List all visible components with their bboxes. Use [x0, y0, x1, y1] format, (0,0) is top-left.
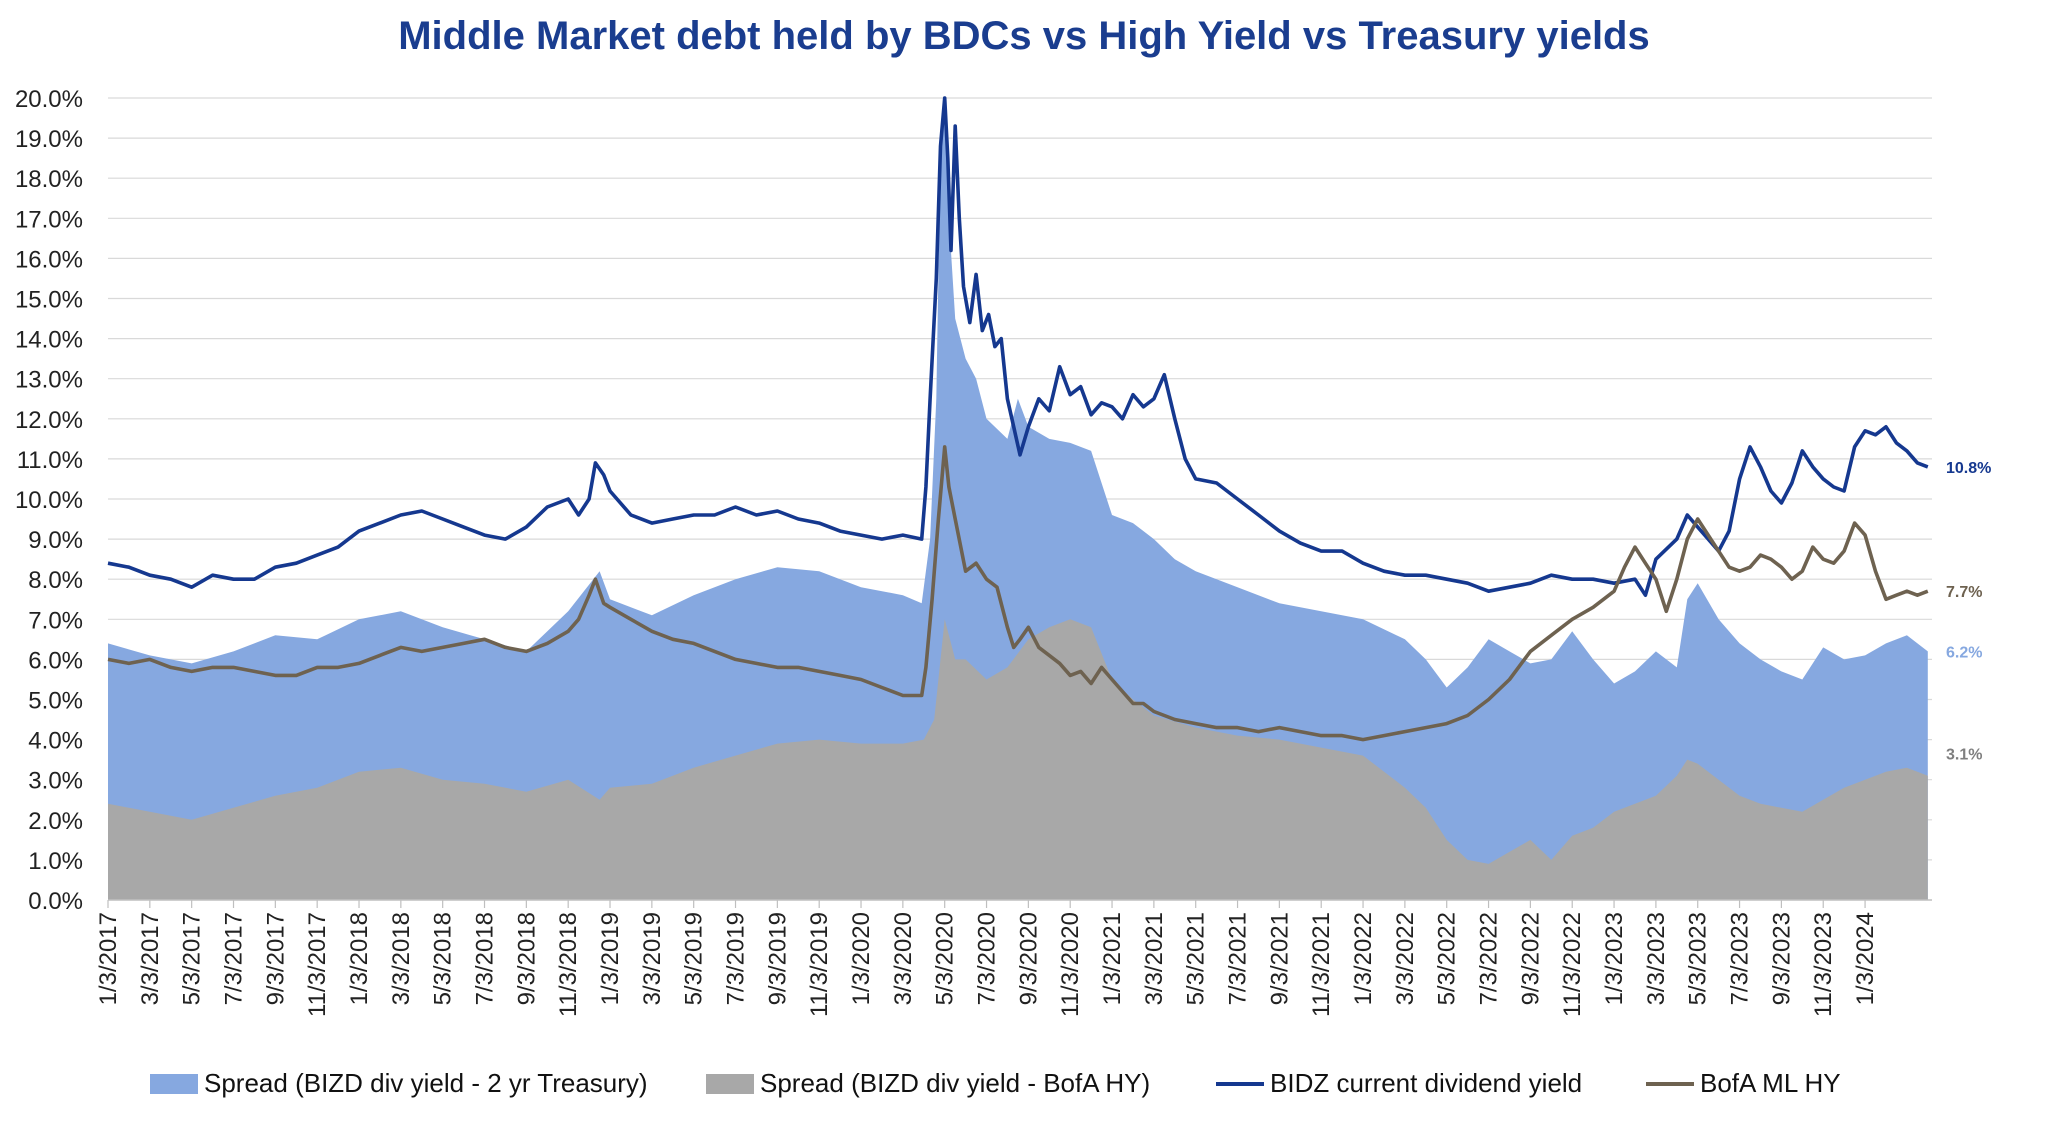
end-label: 3.1%	[1946, 747, 1982, 764]
y-tick-label: 7.0%	[28, 607, 83, 634]
y-tick-label: 20.0%	[15, 86, 83, 113]
x-tick-label: 7/3/2019	[723, 912, 750, 1005]
area-series-0	[108, 106, 1928, 900]
x-tick-label: 7/3/2018	[472, 912, 499, 1005]
y-tick-label: 4.0%	[28, 728, 83, 755]
legend-swatch-bidz	[1216, 1081, 1264, 1086]
legend-item-bidz: BIDZ current dividend yield	[1216, 1068, 1582, 1099]
line-series	[107, 96, 1929, 742]
x-tick-label: 1/3/2019	[597, 912, 624, 1005]
x-tick-label: 1/3/2022	[1350, 912, 1377, 1005]
x-tick-label: 11/3/2020	[1057, 912, 1084, 1017]
line-series-2	[107, 96, 1929, 597]
x-tick-label: 1/3/2021	[1099, 912, 1126, 1005]
y-tick-label: 8.0%	[28, 567, 83, 594]
y-tick-label: 2.0%	[28, 808, 83, 835]
y-tick-label: 18.0%	[15, 166, 83, 193]
legend-swatch-spread-hy	[706, 1073, 754, 1094]
y-tick-label: 14.0%	[15, 327, 83, 354]
y-tick-label: 10.0%	[15, 487, 83, 514]
x-tick-label: 3/3/2023	[1643, 912, 1670, 1005]
x-tick-label: 11/3/2019	[806, 912, 833, 1017]
y-tick-label: 0.0%	[28, 888, 83, 915]
y-tick-label: 11.0%	[17, 447, 83, 474]
x-tick-label: 11/3/2018	[555, 912, 582, 1017]
legend-swatch-spread-treasury	[150, 1073, 198, 1094]
x-tick-label: 5/3/2023	[1685, 912, 1712, 1005]
x-tick-label: 5/3/2022	[1434, 912, 1461, 1005]
legend-item-spread-hy: Spread (BIZD div yield - BofA HY)	[706, 1068, 1150, 1099]
x-tick-label: 5/3/2020	[932, 912, 959, 1005]
x-tick-label: 11/3/2017	[304, 912, 331, 1017]
x-tick-label: 5/3/2018	[430, 912, 457, 1005]
x-tick-label: 9/3/2017	[262, 912, 289, 1005]
legend-label-bidz: BIDZ current dividend yield	[1270, 1068, 1583, 1098]
x-tick-label: 7/3/2017	[221, 912, 248, 1005]
x-tick-label: 11/3/2023	[1810, 912, 1837, 1017]
x-tick-label: 1/3/2020	[848, 912, 875, 1005]
x-tick-label: 9/3/2019	[764, 912, 791, 1005]
line-series-3	[107, 445, 1929, 742]
x-tick-label: 3/3/2021	[1141, 912, 1168, 1005]
legend-label-bofa: BofA ML HY	[1700, 1068, 1841, 1098]
axes	[107, 899, 1932, 908]
x-tick-label: 1/3/2017	[95, 912, 122, 1005]
end-label: 6.2%	[1946, 644, 1982, 661]
x-tick-label: 5/3/2019	[681, 912, 708, 1005]
y-tick-label: 16.0%	[15, 246, 83, 273]
y-tick-label: 19.0%	[15, 126, 83, 153]
x-tick-label: 9/3/2023	[1768, 912, 1795, 1005]
end-label: 7.7%	[1946, 584, 1982, 601]
x-tick-label: 3/3/2018	[388, 912, 415, 1005]
y-tick-label: 15.0%	[15, 287, 83, 314]
x-tick-label: 7/3/2021	[1225, 912, 1252, 1005]
x-tick-label: 7/3/2020	[974, 912, 1001, 1005]
x-tick-label: 1/3/2018	[346, 912, 373, 1005]
x-tick-label: 11/3/2021	[1308, 912, 1335, 1017]
legend-swatch-bofa	[1646, 1081, 1694, 1086]
legend-item-bofa: BofA ML HY	[1646, 1068, 1841, 1099]
x-tick-label: 5/3/2021	[1183, 912, 1210, 1005]
x-tick-label: 3/3/2020	[890, 912, 917, 1005]
x-tick-label: 3/3/2019	[639, 912, 666, 1005]
x-tick-label: 1/3/2023	[1601, 912, 1628, 1005]
y-tick-label: 17.0%	[15, 206, 83, 233]
end-label: 10.8%	[1946, 460, 1991, 477]
x-tick-label: 7/3/2023	[1727, 912, 1754, 1005]
x-tick-label: 1/3/2024	[1852, 912, 1879, 1005]
legend-item-spread-treasury: Spread (BIZD div yield - 2 yr Treasury)	[150, 1068, 648, 1099]
x-tick-label: 7/3/2022	[1476, 912, 1503, 1005]
x-tick-label: 11/3/2022	[1559, 912, 1586, 1017]
y-tick-labels: 0.0% 1.0% 2.0% 3.0% 4.0% 5.0% 6.0% 7.0% 8.0% 9.0%…	[15, 86, 83, 915]
x-tick-label: 5/3/2017	[179, 912, 206, 1005]
y-tick-label: 12.0%	[15, 407, 83, 434]
y-tick-label: 6.0%	[28, 647, 83, 674]
x-tick-label: 9/3/2018	[513, 912, 540, 1005]
legend-label-spread-treasury: Spread (BIZD div yield - 2 yr Treasury)	[204, 1068, 648, 1098]
x-tick-label: 9/3/2022	[1517, 912, 1544, 1005]
chart-title: Middle Market debt held by BDCs vs High …	[398, 14, 1650, 58]
y-tick-label: 5.0%	[28, 688, 83, 715]
x-tick-label: 3/3/2017	[137, 912, 164, 1005]
legend-label-spread-hy: Spread (BIZD div yield - BofA HY)	[760, 1068, 1151, 1098]
x-tick-label: 3/3/2022	[1392, 912, 1419, 1005]
y-tick-label: 9.0%	[28, 527, 83, 554]
y-tick-label: 3.0%	[28, 768, 83, 795]
area-series-1	[108, 619, 1928, 900]
end-labels: 6.2% 3.1% 10.8% 7.7%	[1946, 460, 1991, 764]
area-series	[108, 106, 1928, 900]
x-tick-label: 9/3/2021	[1266, 912, 1293, 1005]
y-tick-label: 1.0%	[28, 848, 83, 875]
legend: Spread (BIZD div yield - 2 yr Treasury) …	[0, 1068, 2048, 1112]
x-tick-labels: 1/3/2017 3/3/2017 5/3/2017 7/3/2017 9/3/2017…	[95, 912, 1879, 1017]
x-tick-label: 9/3/2020	[1015, 912, 1042, 1005]
y-tick-label: 13.0%	[15, 367, 83, 394]
